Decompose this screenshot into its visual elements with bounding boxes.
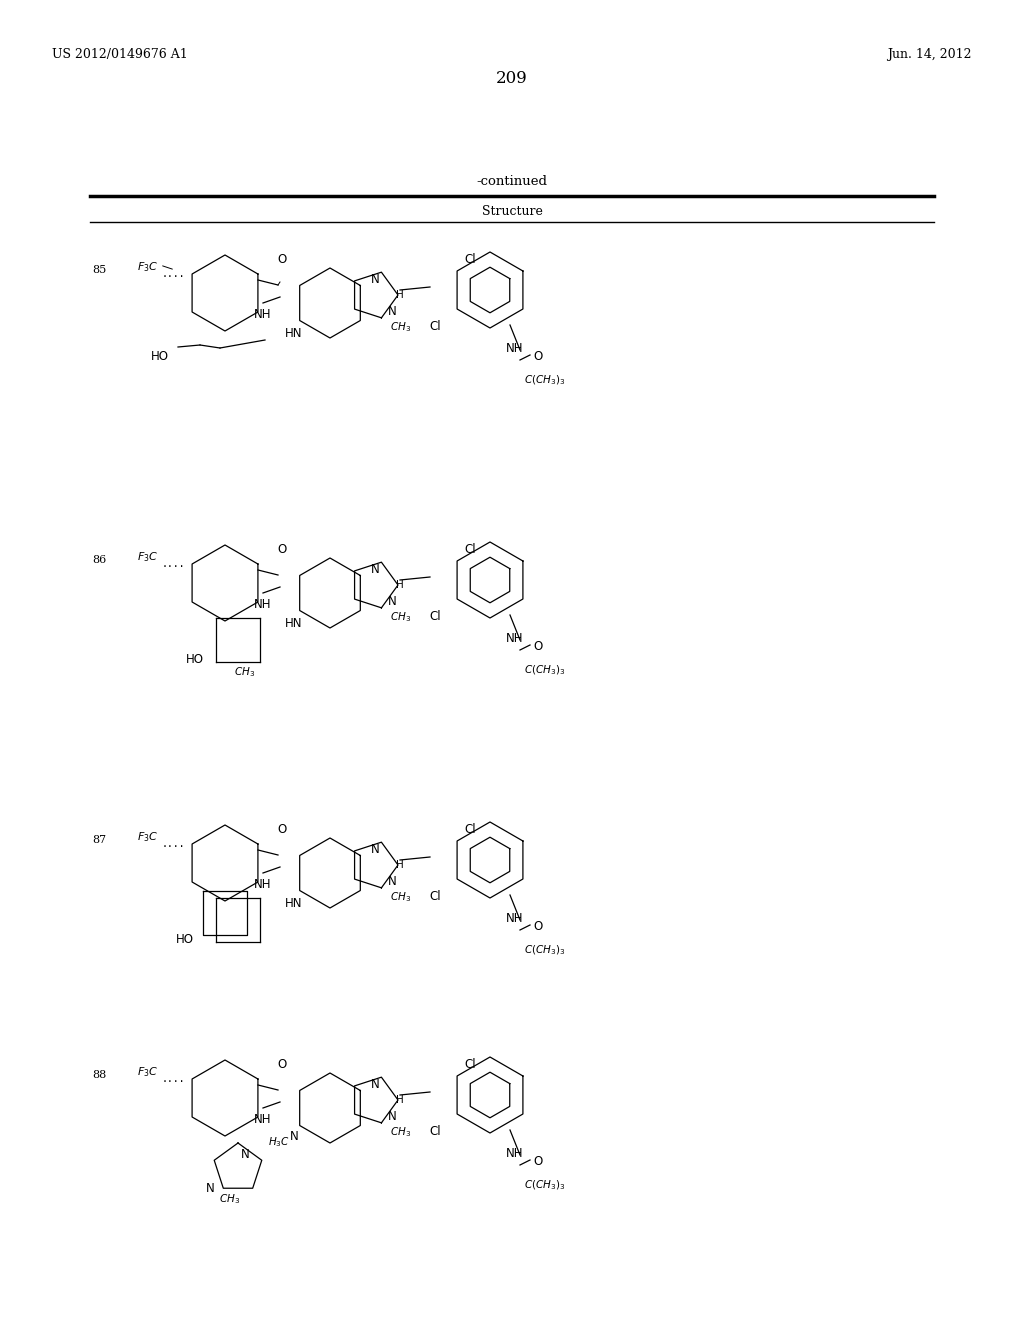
Text: 88: 88 [92, 1071, 106, 1080]
Text: NH: NH [254, 598, 271, 611]
Text: O: O [534, 920, 543, 933]
Text: $CH_3$: $CH_3$ [390, 610, 411, 624]
Text: Cl: Cl [464, 253, 476, 267]
Text: ....: .... [162, 840, 185, 849]
Text: $C(CH_3)_3$: $C(CH_3)_3$ [524, 942, 565, 957]
Text: O: O [278, 543, 287, 556]
Text: US 2012/0149676 A1: US 2012/0149676 A1 [52, 48, 187, 61]
Text: N: N [290, 1130, 298, 1143]
Text: $H_3C$: $H_3C$ [268, 1135, 290, 1148]
Text: N: N [371, 1078, 379, 1092]
Text: NH: NH [506, 912, 523, 925]
Text: N: N [371, 564, 379, 576]
Text: N: N [388, 1110, 396, 1123]
Text: $CH_3$: $CH_3$ [390, 890, 411, 904]
Text: N: N [388, 875, 396, 888]
Text: $C(CH_3)_3$: $C(CH_3)_3$ [524, 374, 565, 387]
Text: HN: HN [286, 327, 303, 341]
Text: Cl: Cl [464, 543, 476, 556]
Text: $CH_3$: $CH_3$ [234, 665, 256, 678]
Text: N: N [388, 305, 396, 318]
Text: Cl: Cl [429, 890, 440, 903]
Text: $F_3C$: $F_3C$ [136, 550, 158, 564]
Text: $C(CH_3)_3$: $C(CH_3)_3$ [524, 663, 565, 677]
Text: NH: NH [506, 632, 523, 645]
Text: H: H [396, 290, 403, 300]
Text: NH: NH [254, 878, 271, 891]
Text: N: N [371, 273, 379, 286]
Text: -continued: -continued [476, 176, 548, 187]
Text: O: O [278, 253, 287, 267]
Text: Jun. 14, 2012: Jun. 14, 2012 [888, 48, 972, 61]
Text: O: O [278, 1059, 287, 1071]
Text: Cl: Cl [429, 610, 440, 623]
Text: HO: HO [186, 653, 204, 667]
Text: Structure: Structure [481, 205, 543, 218]
Text: 209: 209 [496, 70, 528, 87]
Text: N: N [388, 595, 396, 609]
Text: O: O [534, 1155, 543, 1168]
Text: Cl: Cl [429, 319, 440, 333]
Text: O: O [534, 640, 543, 653]
Text: N: N [206, 1181, 214, 1195]
Text: NH: NH [506, 342, 523, 355]
Text: ....: .... [162, 1074, 185, 1084]
Text: NH: NH [254, 308, 271, 321]
Text: $F_3C$: $F_3C$ [136, 830, 158, 843]
Text: 86: 86 [92, 554, 106, 565]
Text: $F_3C$: $F_3C$ [136, 260, 158, 273]
Text: 87: 87 [92, 836, 106, 845]
Text: H: H [396, 579, 403, 590]
Text: HN: HN [286, 616, 303, 630]
Text: O: O [278, 822, 287, 836]
Text: Cl: Cl [464, 1059, 476, 1071]
Text: HN: HN [286, 898, 303, 909]
Text: $CH_3$: $CH_3$ [390, 319, 411, 334]
Text: H: H [396, 861, 403, 870]
Text: $C(CH_3)_3$: $C(CH_3)_3$ [524, 1177, 565, 1192]
Text: ....: .... [162, 269, 185, 279]
Text: HO: HO [151, 350, 169, 363]
Text: N: N [241, 1148, 250, 1162]
Text: O: O [534, 350, 543, 363]
Text: $CH_3$: $CH_3$ [390, 1125, 411, 1139]
Text: Cl: Cl [429, 1125, 440, 1138]
Text: N: N [371, 843, 379, 855]
Text: NH: NH [254, 1113, 271, 1126]
Text: NH: NH [506, 1147, 523, 1160]
Text: $F_3C$: $F_3C$ [136, 1065, 158, 1078]
Text: $CH_3$: $CH_3$ [219, 1192, 241, 1205]
Text: HO: HO [176, 933, 194, 946]
Text: H: H [396, 1096, 403, 1105]
Text: 85: 85 [92, 265, 106, 275]
Text: ....: .... [162, 558, 185, 569]
Text: Cl: Cl [464, 822, 476, 836]
